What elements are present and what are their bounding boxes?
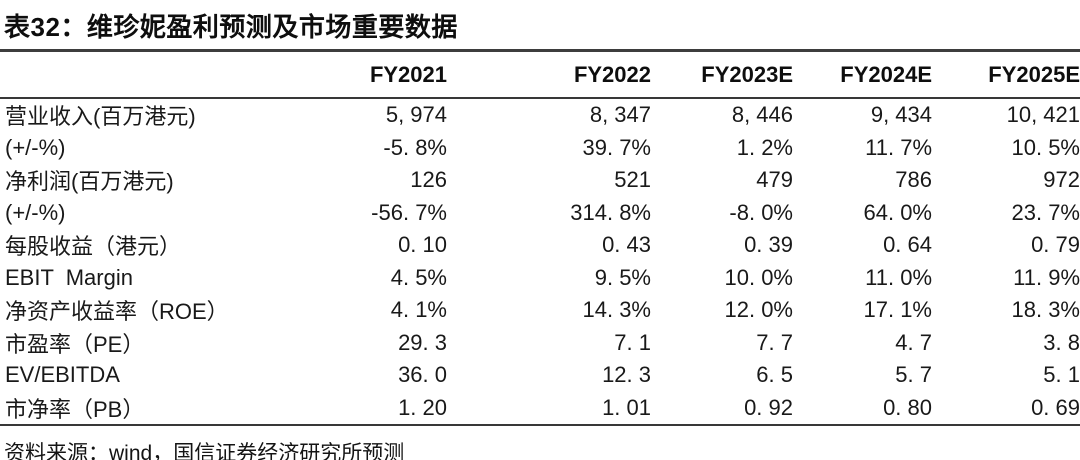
column-header-fy2024e: FY2024E <box>793 52 932 99</box>
cell: 0. 92 <box>651 391 793 426</box>
cell: 4. 1% <box>390 297 447 323</box>
source-note: 资料来源：wind，国信证券经济研究所预测 <box>4 442 405 460</box>
cell: 1. 20 <box>340 391 447 426</box>
row-label: 市盈率（PE） <box>5 331 145 357</box>
table-row-roe: 净资产收益率（ROE） 4. 1% 14. 3% 12. 0% 17. 1% 1… <box>0 294 1080 327</box>
cell: 10. 5% <box>1011 134 1080 160</box>
row-label: 净利润(百万港元) <box>5 169 174 195</box>
cell: 12. 3 <box>602 362 651 388</box>
row-label: (+/-%) <box>5 199 66 225</box>
header-row: FY2021 FY2022 FY2023E FY2024E FY2025E <box>0 52 1080 99</box>
row-label: 市净率（PB） <box>0 391 340 426</box>
cell: 5, 974 <box>385 102 447 128</box>
table-row-revenue: 营业收入(百万港元) 5, 974 8, 347 8, 446 9, 434 1… <box>0 98 1080 132</box>
cell: 0. 79 <box>1031 232 1080 258</box>
cell: 23. 7% <box>1011 199 1080 225</box>
cell: 8, 446 <box>731 102 793 128</box>
row-label: EBIT Margin <box>5 264 133 290</box>
cell: 11. 0% <box>865 264 932 290</box>
financial-forecast-table: FY2021 FY2022 FY2023E FY2024E FY2025E 营业… <box>0 52 1080 426</box>
cell: 5. 7 <box>895 362 932 388</box>
row-label: 净资产收益率（ROE） <box>5 299 229 325</box>
cell: 0. 10 <box>398 232 447 258</box>
cell: 786 <box>895 167 932 193</box>
table-title: 表32：维珍妮盈利预测及市场重要数据 <box>0 0 1080 52</box>
cell: 10, 421 <box>1006 102 1080 128</box>
cell: 4. 7 <box>895 329 932 355</box>
cell: 5. 1 <box>1043 362 1080 388</box>
cell: 4. 5% <box>390 264 447 290</box>
table-row-ev-ebitda: EV/EBITDA 36. 0 12. 3 6. 5 5. 7 5. 1 <box>0 359 1080 392</box>
cell: 14. 3% <box>582 297 652 323</box>
cell: -8. 0% <box>729 199 793 225</box>
cell: 479 <box>756 167 793 193</box>
cell: 39. 7% <box>582 134 652 160</box>
cell: -5. 8% <box>383 134 447 160</box>
cell: 0. 64 <box>883 232 932 258</box>
column-header-fy2022: FY2022 <box>447 52 651 99</box>
cell: 9, 434 <box>870 102 932 128</box>
column-header-fy2021: FY2021 <box>340 52 447 99</box>
table-row-eps: 每股收益（港元） 0. 10 0. 43 0. 39 0. 64 0. 79 <box>0 229 1080 262</box>
cell: 126 <box>410 167 447 193</box>
cell: -56. 7% <box>371 199 447 225</box>
cell: 7. 1 <box>614 329 651 355</box>
row-label: (+/-%) <box>5 134 66 160</box>
cell: 10. 0% <box>724 264 794 290</box>
cell: 0. 43 <box>602 232 651 258</box>
cell: 17. 1% <box>863 297 933 323</box>
cell: 972 <box>1043 167 1080 193</box>
cell: 314. 8% <box>570 199 651 225</box>
table-row-pe: 市盈率（PE） 29. 3 7. 1 7. 7 4. 7 3. 8 <box>0 327 1080 360</box>
cell: 64. 0% <box>863 199 933 225</box>
cell: 29. 3 <box>398 329 447 355</box>
cell: 0. 69 <box>932 391 1080 426</box>
cell: 11. 9% <box>1013 264 1080 290</box>
cell: 1. 2% <box>736 134 793 160</box>
column-header-fy2025e: FY2025E <box>932 52 1080 99</box>
row-label: 营业收入(百万港元) <box>5 104 196 130</box>
table-row-net-profit: 净利润(百万港元) 126 521 479 786 972 <box>0 164 1080 197</box>
cell: 521 <box>614 167 651 193</box>
row-label: EV/EBITDA <box>5 362 120 388</box>
table-row-net-profit-growth: (+/-%) -56. 7% 314. 8% -8. 0% 64. 0% 23.… <box>0 197 1080 230</box>
cell: 7. 7 <box>756 329 793 355</box>
table-row-ebit-margin: EBIT Margin 4. 5% 9. 5% 10. 0% 11. 0% 11… <box>0 262 1080 295</box>
cell: 9. 5% <box>594 264 651 290</box>
cell: 11. 7% <box>865 134 932 160</box>
cell: 1. 01 <box>447 391 651 426</box>
cell: 12. 0% <box>724 297 794 323</box>
cell: 6. 5 <box>756 362 793 388</box>
column-header-blank <box>0 52 340 99</box>
table-row-revenue-growth: (+/-%) -5. 8% 39. 7% 1. 2% 11. 7% 10. 5% <box>0 132 1080 165</box>
cell: 36. 0 <box>398 362 447 388</box>
cell: 3. 8 <box>1043 329 1080 355</box>
row-label: 每股收益（港元） <box>5 234 182 260</box>
table-row-pb: 市净率（PB） 1. 20 1. 01 0. 92 0. 80 0. 69 <box>0 391 1080 426</box>
cell: 0. 39 <box>744 232 793 258</box>
cell: 0. 80 <box>793 391 932 426</box>
cell: 18. 3% <box>1011 297 1080 323</box>
column-header-fy2023e: FY2023E <box>651 52 793 99</box>
cell: 8, 347 <box>589 102 651 128</box>
